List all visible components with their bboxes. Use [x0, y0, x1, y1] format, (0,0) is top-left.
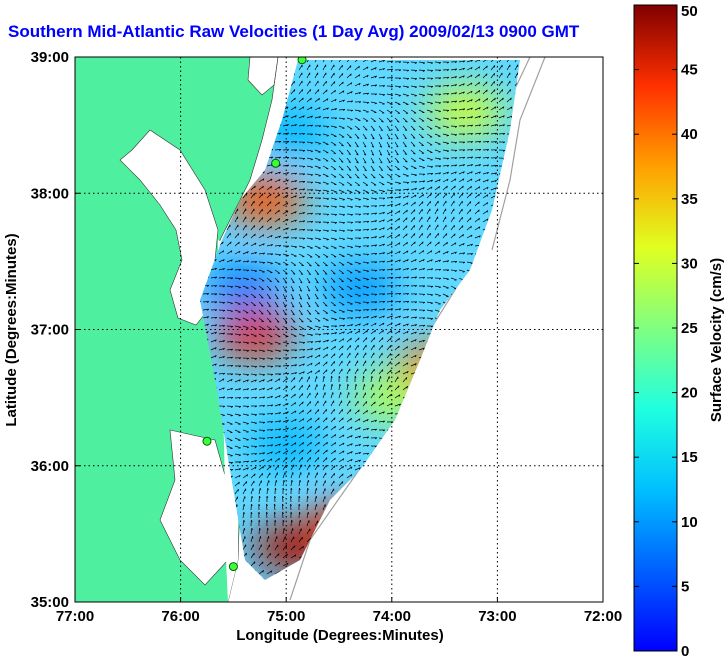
speed-region: [205, 264, 282, 313]
pamlico-sound: [159, 429, 233, 586]
colorbar-tick-label: 25: [681, 320, 698, 337]
speed-region: [427, 87, 504, 136]
chesapeake-bay: [119, 129, 219, 326]
colorbar-gradient: [633, 4, 678, 652]
x-axis-ticks: 77:00 76:00 75:00 74:00 73:00 72:00: [56, 597, 622, 625]
colorbar-tick-label: 10: [681, 514, 698, 531]
x-tick-label: 77:00: [56, 608, 94, 625]
colorbar-tick-label: 45: [681, 62, 698, 79]
colorbar-tick-label: 15: [681, 449, 698, 466]
colorbar-tick-label: 5: [681, 578, 689, 595]
x-tick-label: 76:00: [161, 608, 199, 625]
colorbar-tick-label: 20: [681, 385, 698, 402]
colorbar-ticks: 0 5 10 15 20 25 30 35 40 45 50: [634, 3, 698, 659]
radar-site-marker: [202, 436, 212, 446]
colorbar: 0 5 10 15 20 25 30 35 40 45 50 Surface Velocity (c…: [633, 3, 724, 659]
y-tick-label: 35:00: [31, 594, 69, 611]
colorbar-tick-label: 40: [681, 126, 698, 143]
chart-title: Southern Mid-Atlantic Raw Velocities (1 …: [8, 22, 580, 41]
radar-site-marker: [297, 57, 307, 65]
x-tick-label: 73:00: [478, 608, 516, 625]
isobath-deep: [491, 57, 546, 251]
y-tick-label: 38:00: [31, 185, 69, 202]
plot-area: [75, 57, 603, 602]
grid-lines: [75, 57, 603, 602]
delaware-bay: [247, 57, 279, 96]
speed-region: [216, 309, 293, 358]
radar-site-marker: [228, 562, 238, 572]
hf-radar-sites: [202, 57, 307, 572]
y-tick-label: 39:00: [31, 49, 69, 66]
x-axis-label: Longitude (Degrees:Minutes): [236, 627, 444, 644]
colorbar-tick-label: 30: [681, 255, 698, 272]
x-tick-label: 75:00: [267, 608, 305, 625]
colorbar-tick-label: 0: [681, 643, 689, 659]
x-tick-label: 72:00: [584, 608, 622, 625]
x-tick-label: 74:00: [373, 608, 411, 625]
y-tick-label: 36:00: [31, 458, 69, 475]
colorbar-label: Surface Velocity (cm/s): [708, 258, 724, 422]
colorbar-tick-label: 50: [681, 3, 698, 20]
y-axis-label: Latitude (Degrees:Minutes): [3, 233, 20, 426]
radar-site-marker: [271, 158, 281, 168]
y-axis-ticks: 35:00 36:00 37:00 38:00 39:00: [31, 49, 80, 611]
y-tick-label: 37:00: [31, 322, 69, 339]
colorbar-tick-label: 35: [681, 191, 698, 208]
